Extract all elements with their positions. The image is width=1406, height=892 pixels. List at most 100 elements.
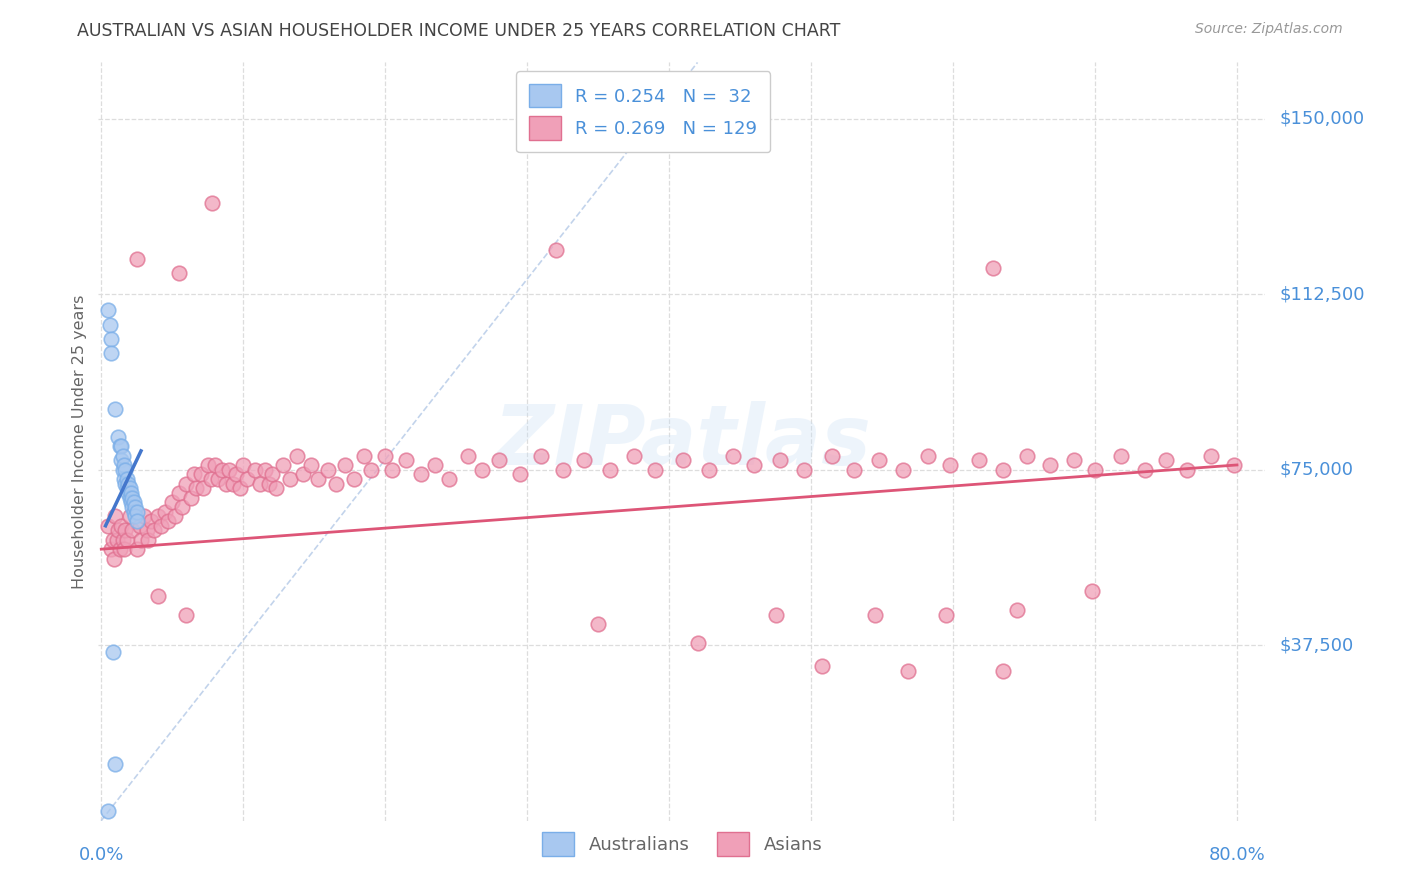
Point: [225, 467, 247, 482]
Point: [222, 476, 245, 491]
Point: [180, 491, 202, 505]
Point: [1084, 462, 1107, 476]
Point: [1223, 458, 1246, 472]
Point: [218, 462, 240, 476]
Point: [672, 453, 695, 467]
Point: [108, 542, 131, 557]
Point: [121, 524, 143, 538]
Point: [108, 439, 131, 453]
Point: [893, 462, 915, 476]
Point: [111, 449, 134, 463]
Text: $37,500: $37,500: [1279, 636, 1354, 654]
Point: [104, 757, 127, 772]
Point: [488, 453, 510, 467]
Point: [104, 509, 127, 524]
Point: [1039, 458, 1062, 472]
Point: [186, 481, 208, 495]
Point: [97, 303, 120, 318]
Point: [935, 607, 957, 622]
Point: [325, 476, 347, 491]
Point: [100, 332, 122, 346]
Point: [811, 659, 834, 673]
Point: [153, 505, 176, 519]
Point: [97, 518, 120, 533]
Point: [114, 476, 136, 491]
Point: [124, 500, 146, 514]
Text: $75,000: $75,000: [1279, 460, 1354, 479]
Point: [125, 505, 148, 519]
Point: [967, 453, 990, 467]
Point: [260, 467, 283, 482]
Point: [457, 449, 479, 463]
Point: [112, 542, 135, 557]
Point: [308, 472, 330, 486]
Point: [765, 607, 787, 622]
Point: [686, 636, 709, 650]
Point: [1109, 449, 1132, 463]
Point: [190, 467, 212, 482]
Point: [142, 524, 165, 538]
Point: [236, 472, 259, 486]
Point: [124, 509, 146, 524]
Point: [285, 449, 308, 463]
Point: [353, 449, 375, 463]
Point: [110, 518, 132, 533]
Text: 80.0%: 80.0%: [1209, 846, 1265, 863]
Point: [100, 345, 122, 359]
Text: ZIPatlas: ZIPatlas: [494, 401, 870, 482]
Point: [271, 458, 294, 472]
Point: [107, 524, 129, 538]
Point: [264, 481, 287, 495]
Point: [114, 462, 136, 476]
Point: [172, 500, 194, 514]
Point: [105, 533, 128, 547]
Point: [112, 458, 135, 472]
Point: [249, 476, 271, 491]
Point: [863, 607, 886, 622]
Point: [100, 542, 122, 557]
Point: [114, 524, 136, 538]
Point: [1133, 462, 1156, 476]
Point: [243, 462, 266, 476]
Point: [917, 449, 939, 463]
Point: [110, 453, 132, 467]
Text: 0.0%: 0.0%: [79, 846, 124, 863]
Point: [169, 266, 191, 280]
Point: [471, 462, 494, 476]
Point: [118, 491, 141, 505]
Point: [1201, 449, 1223, 463]
Point: [551, 462, 574, 476]
Point: [318, 462, 340, 476]
Point: [939, 458, 962, 472]
Point: [101, 533, 124, 547]
Point: [1081, 584, 1104, 599]
Point: [139, 514, 162, 528]
Point: [544, 243, 567, 257]
Point: [135, 524, 157, 538]
Point: [121, 500, 143, 514]
Point: [115, 472, 138, 486]
Point: [107, 430, 129, 444]
Point: [204, 458, 226, 472]
Point: [981, 261, 1004, 276]
Point: [1175, 462, 1198, 476]
Point: [111, 462, 134, 476]
Point: [112, 472, 135, 486]
Point: [176, 607, 198, 622]
Point: [162, 495, 184, 509]
Point: [149, 518, 172, 533]
Point: [232, 458, 254, 472]
Point: [991, 462, 1014, 476]
Point: [201, 195, 224, 210]
Point: [183, 467, 205, 482]
Point: [122, 495, 145, 509]
Point: [530, 449, 553, 463]
Point: [991, 664, 1014, 678]
Point: [121, 491, 143, 505]
Point: [111, 533, 134, 547]
Point: [110, 439, 132, 453]
Point: [200, 472, 222, 486]
Point: [742, 458, 765, 472]
Point: [586, 617, 609, 632]
Point: [117, 486, 139, 500]
